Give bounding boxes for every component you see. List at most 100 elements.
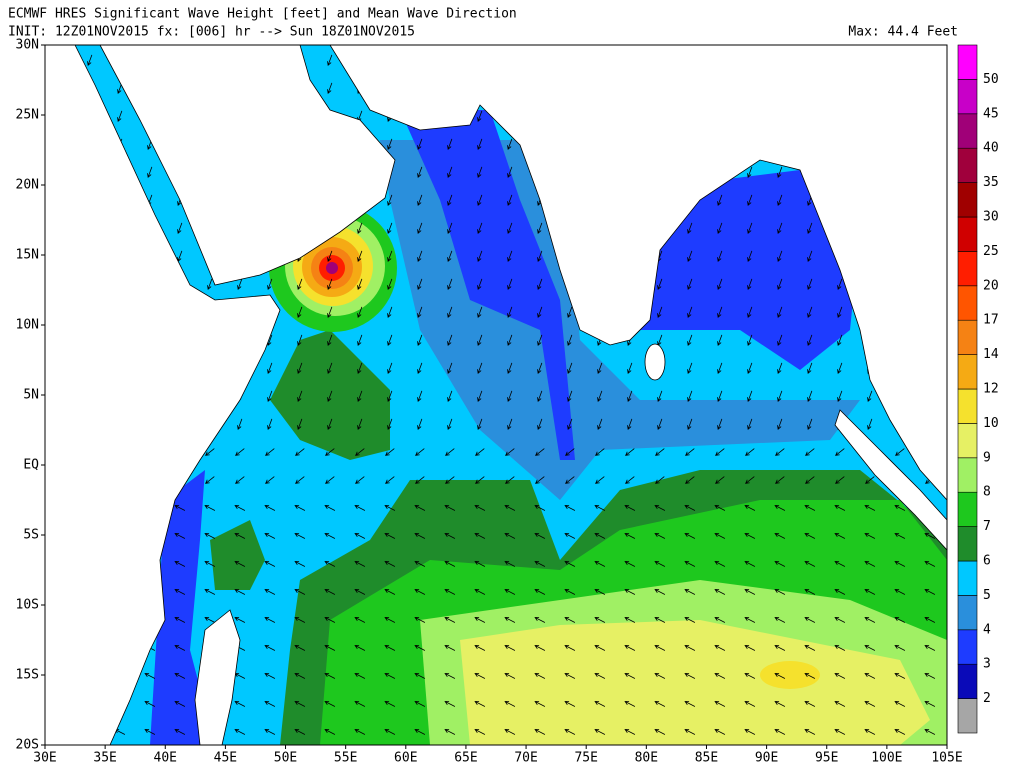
direction-arrow [174,588,186,595]
direction-arrow [715,448,725,456]
direction-arrow [534,672,546,679]
direction-arrow [417,222,423,234]
direction-arrow [537,418,543,430]
direction-arrow [744,504,756,511]
direction-arrow [264,728,276,735]
direction-arrow [234,700,246,707]
direction-arrow [777,334,783,346]
colorbar-box [957,457,978,493]
direction-arrow [354,700,366,707]
lat-label: 15N [16,248,39,263]
direction-arrow [567,334,573,346]
direction-arrow [804,616,816,623]
direction-arrow [804,504,816,511]
direction-arrow [384,728,396,735]
lon-label: 100E [871,751,902,766]
direction-arrow [805,448,815,456]
direction-arrow [565,448,575,456]
direction-arrow [715,476,725,484]
lon-label: 65E [454,751,477,766]
direction-arrow [714,728,726,735]
lon-label: 95E [815,751,838,766]
wave-field [45,45,947,745]
direction-arrow [174,532,186,539]
direction-arrow [477,362,483,374]
direction-arrow [117,110,123,122]
lon-label: 85E [695,751,718,766]
direction-arrow [327,250,333,262]
direction-arrow [594,560,606,567]
direction-arrow [834,644,846,651]
colorbar-box [957,319,978,355]
direction-arrow [327,334,333,346]
lat-label: 10N [16,318,39,333]
direction-arrow [414,616,426,623]
direction-arrow [807,278,813,290]
direction-arrow [684,672,696,679]
direction-arrow [444,700,456,707]
direction-arrow [447,166,453,178]
direction-arrow [324,700,336,707]
direction-arrow [595,448,605,456]
lat-label: 5N [23,388,39,403]
direction-arrow [297,334,303,346]
lat-label: 20S [16,738,39,753]
lon-label: 75E [574,751,597,766]
direction-arrow [475,448,485,456]
direction-arrow [417,306,423,318]
direction-arrow [477,306,483,318]
direction-arrow [657,278,663,290]
direction-arrow [834,504,846,511]
colorbar-box [957,698,978,734]
direction-arrow [357,222,363,234]
direction-arrow [747,362,753,374]
direction-arrow [744,700,756,707]
direction-arrow [744,588,756,595]
direction-arrow [267,418,273,430]
wave-zone [210,520,265,590]
direction-arrow [507,166,513,178]
direction-arrow [924,588,936,595]
direction-arrow [535,448,545,456]
direction-arrow [265,476,275,484]
colorbar-box [957,595,978,631]
direction-arrow [384,616,396,623]
direction-arrow [177,222,183,234]
direction-arrow [894,644,906,651]
direction-arrow [537,306,543,318]
direction-arrow [834,672,846,679]
direction-arrow [417,166,423,178]
direction-arrow [387,278,393,290]
direction-arrow [474,532,486,539]
direction-arrow [684,728,696,735]
direction-arrow [174,672,186,679]
direction-arrow [294,560,306,567]
direction-arrow [924,644,936,651]
land [45,45,281,745]
colorbar-label: 50 [983,72,999,87]
direction-arrow [807,334,813,346]
direction-arrow [324,672,336,679]
direction-arrow [777,222,783,234]
direction-arrow [384,672,396,679]
direction-arrow [924,532,936,539]
direction-arrow [595,476,605,484]
direction-arrow [714,504,726,511]
direction-arrow [297,306,303,318]
direction-arrow [717,362,723,374]
direction-arrow [747,222,753,234]
direction-arrow [924,728,936,735]
direction-arrow [477,390,483,402]
direction-arrow [357,278,363,290]
direction-arrow [744,728,756,735]
direction-arrow [327,278,333,290]
direction-arrow [837,334,843,346]
wave-zone [150,470,215,745]
direction-arrow [564,588,576,595]
wave-zone [760,661,820,689]
direction-arrow [447,334,453,346]
colorbar-box [957,251,978,287]
direction-arrow [864,616,876,623]
direction-arrow [867,390,873,402]
direction-arrow [327,306,333,318]
